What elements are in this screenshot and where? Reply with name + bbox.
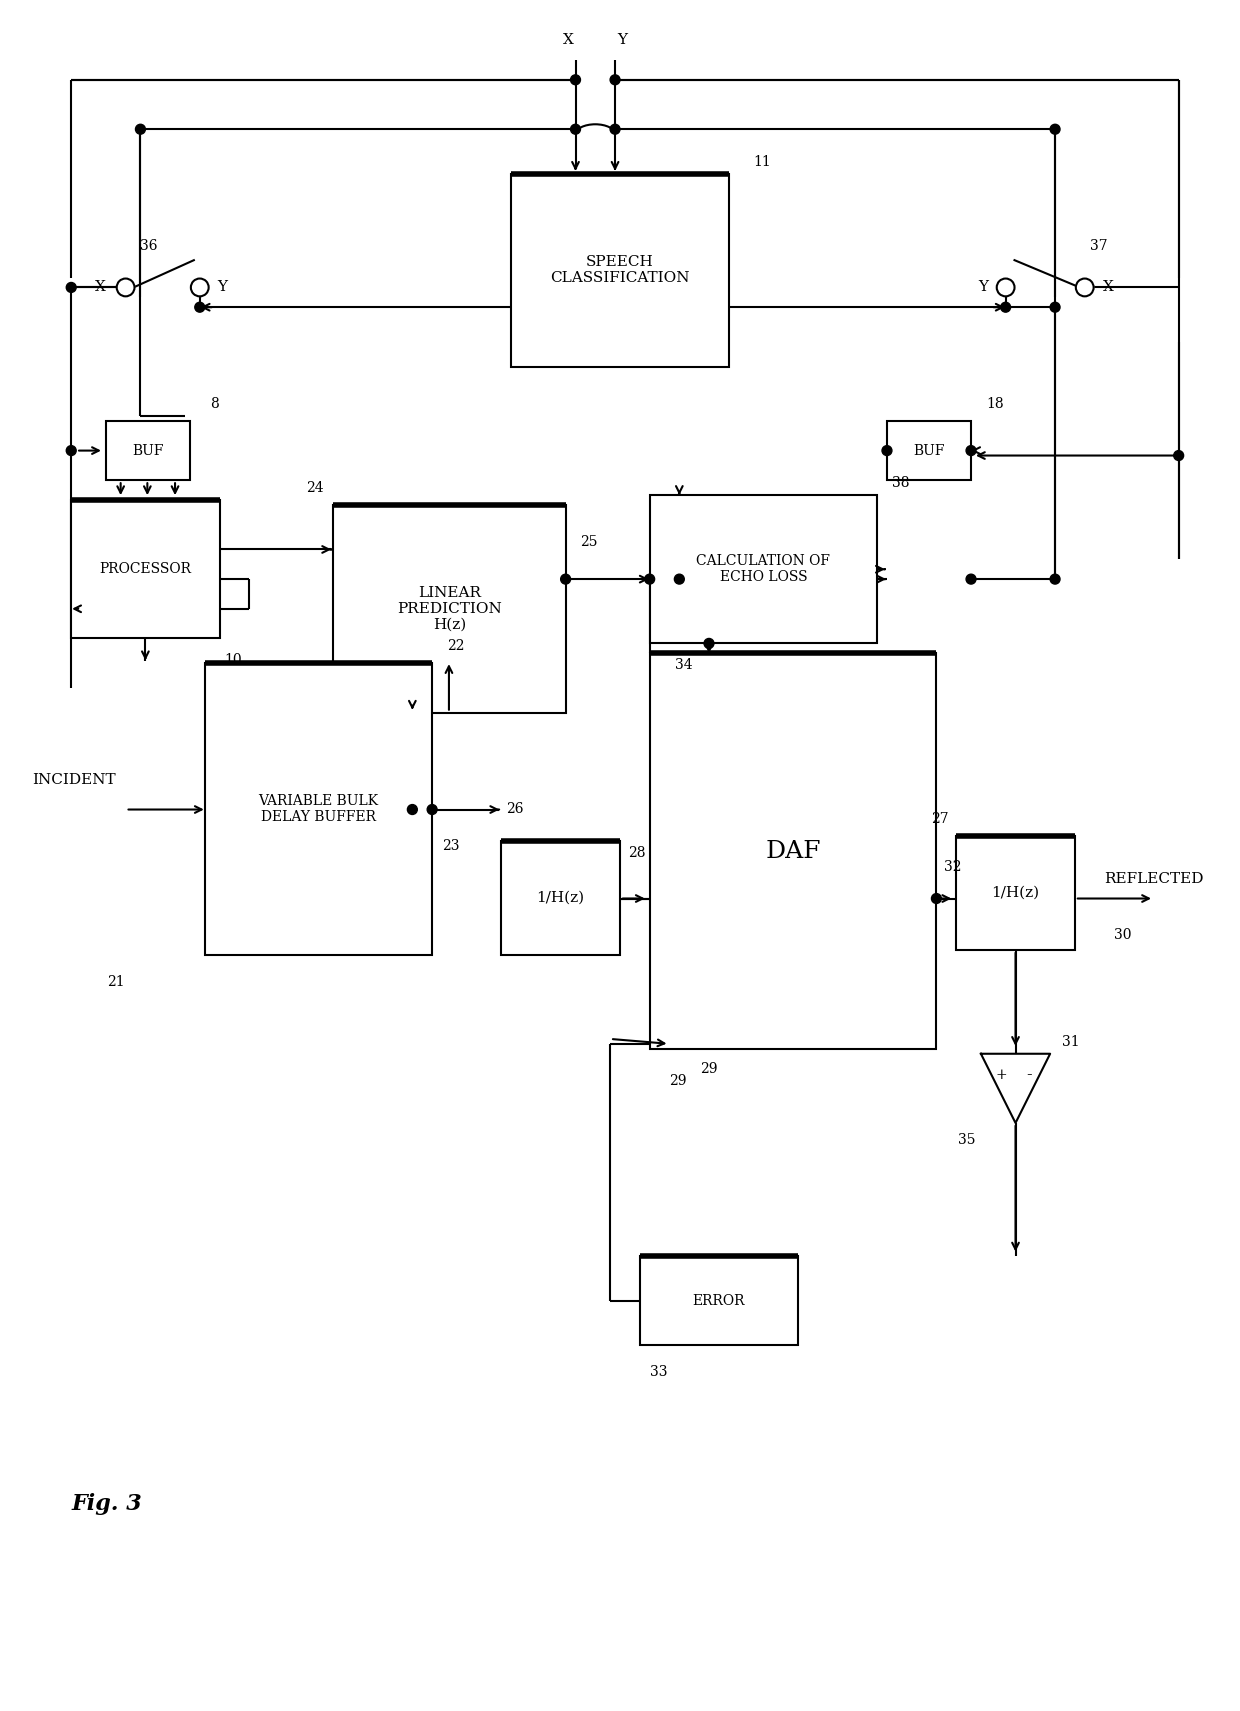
Circle shape bbox=[1001, 303, 1011, 311]
Circle shape bbox=[1050, 125, 1060, 133]
Bar bbox=[334, 505, 565, 712]
Text: CALCULATION OF
ECHO LOSS: CALCULATION OF ECHO LOSS bbox=[697, 554, 831, 585]
Text: DAF: DAF bbox=[765, 840, 821, 862]
Text: 35: 35 bbox=[959, 1133, 976, 1146]
Circle shape bbox=[117, 279, 134, 296]
Circle shape bbox=[66, 282, 76, 293]
Bar bbox=[501, 842, 620, 955]
Bar bbox=[650, 654, 936, 1049]
Circle shape bbox=[66, 445, 76, 455]
Text: 25: 25 bbox=[580, 536, 598, 549]
Text: 32: 32 bbox=[945, 861, 962, 874]
Bar bbox=[887, 421, 971, 481]
Circle shape bbox=[931, 893, 941, 903]
Text: 21: 21 bbox=[107, 975, 124, 989]
Text: ERROR: ERROR bbox=[693, 1294, 745, 1307]
Circle shape bbox=[704, 638, 714, 648]
Text: Y: Y bbox=[217, 281, 228, 294]
Text: Y: Y bbox=[978, 281, 988, 294]
Circle shape bbox=[610, 75, 620, 86]
Text: 33: 33 bbox=[650, 1365, 667, 1379]
Circle shape bbox=[195, 303, 205, 311]
Text: 1/H(z): 1/H(z) bbox=[992, 886, 1039, 900]
Circle shape bbox=[1050, 303, 1060, 311]
Circle shape bbox=[675, 575, 684, 583]
Text: 37: 37 bbox=[1090, 240, 1107, 253]
Text: 29: 29 bbox=[670, 1073, 687, 1088]
Bar bbox=[956, 837, 1075, 950]
Text: VARIABLE BULK
DELAY BUFFER: VARIABLE BULK DELAY BUFFER bbox=[258, 794, 378, 825]
Bar bbox=[71, 500, 219, 638]
Bar bbox=[650, 494, 877, 643]
Circle shape bbox=[191, 279, 208, 296]
Text: 26: 26 bbox=[506, 802, 523, 816]
Circle shape bbox=[428, 804, 436, 814]
Circle shape bbox=[997, 279, 1014, 296]
Text: 1/H(z): 1/H(z) bbox=[537, 891, 585, 905]
Text: 11: 11 bbox=[754, 154, 771, 169]
Text: 29: 29 bbox=[701, 1061, 718, 1076]
Circle shape bbox=[408, 804, 418, 814]
Bar bbox=[205, 664, 432, 955]
Bar bbox=[640, 1256, 799, 1345]
Text: +: + bbox=[996, 1068, 1007, 1081]
Text: INCIDENT: INCIDENT bbox=[32, 773, 115, 787]
Circle shape bbox=[570, 125, 580, 133]
Circle shape bbox=[570, 75, 580, 86]
Text: PROCESSOR: PROCESSOR bbox=[99, 563, 191, 577]
Text: 34: 34 bbox=[676, 659, 693, 672]
Text: 30: 30 bbox=[1115, 927, 1132, 943]
Text: -: - bbox=[1027, 1066, 1032, 1083]
Text: X: X bbox=[1102, 281, 1114, 294]
Text: 23: 23 bbox=[441, 838, 460, 854]
Circle shape bbox=[966, 445, 976, 455]
Text: 24: 24 bbox=[306, 481, 324, 494]
Text: BUF: BUF bbox=[133, 443, 164, 457]
Text: X: X bbox=[563, 33, 574, 48]
Text: 31: 31 bbox=[1061, 1035, 1080, 1049]
Circle shape bbox=[966, 575, 976, 583]
Circle shape bbox=[1174, 450, 1184, 460]
Circle shape bbox=[560, 575, 570, 583]
Text: Y: Y bbox=[618, 33, 627, 48]
Circle shape bbox=[1050, 575, 1060, 583]
Bar bbox=[511, 175, 729, 366]
Text: REFLECTED: REFLECTED bbox=[1105, 871, 1204, 886]
Text: BUF: BUF bbox=[913, 443, 945, 457]
Text: Fig. 3: Fig. 3 bbox=[71, 1492, 141, 1514]
Text: 18: 18 bbox=[986, 397, 1003, 411]
Text: SPEECH
CLASSIFICATION: SPEECH CLASSIFICATION bbox=[551, 255, 689, 286]
Text: 8: 8 bbox=[210, 397, 218, 411]
Text: 38: 38 bbox=[892, 476, 909, 489]
Circle shape bbox=[1076, 279, 1094, 296]
Circle shape bbox=[610, 125, 620, 133]
Text: X: X bbox=[95, 281, 105, 294]
Circle shape bbox=[135, 125, 145, 133]
Text: LINEAR
PREDICTION
H(z): LINEAR PREDICTION H(z) bbox=[397, 585, 502, 631]
Bar bbox=[105, 421, 190, 481]
Circle shape bbox=[882, 445, 892, 455]
Text: 22: 22 bbox=[446, 640, 465, 654]
Text: 10: 10 bbox=[224, 654, 242, 667]
Text: 36: 36 bbox=[140, 240, 157, 253]
Text: 28: 28 bbox=[627, 847, 645, 861]
Circle shape bbox=[645, 575, 655, 583]
Text: 27: 27 bbox=[931, 813, 949, 826]
